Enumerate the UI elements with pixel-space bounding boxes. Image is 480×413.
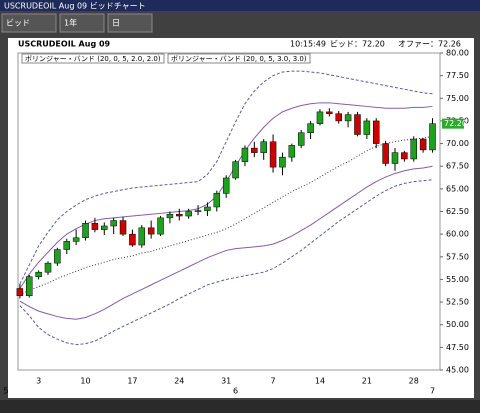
band-line bbox=[19, 70, 433, 285]
y-tick-label: 52.50 bbox=[446, 298, 469, 307]
candle-body bbox=[166, 213, 174, 219]
button[interactable] bbox=[107, 13, 153, 33]
candle-body bbox=[363, 120, 371, 135]
legend-label: ボリンジャー・バンド (20, 0, 5, 3.0, 3.0) bbox=[171, 55, 307, 63]
candle-body bbox=[222, 177, 230, 194]
candle-body bbox=[138, 227, 146, 246]
candle-body bbox=[16, 288, 24, 296]
candle-body bbox=[260, 141, 267, 153]
candle-body bbox=[35, 271, 42, 277]
month-label: 7 bbox=[430, 387, 435, 396]
y-tick-label: 55.00 bbox=[446, 275, 469, 284]
legend-label: ボリンジャー・バンド (20, 0, 5, 2.0, 2.0) bbox=[25, 55, 161, 63]
candle-body bbox=[213, 193, 221, 208]
candle-body bbox=[316, 111, 324, 124]
candle-body bbox=[401, 152, 408, 160]
candle-body bbox=[382, 143, 389, 164]
y-tick-label: 60.00 bbox=[446, 230, 469, 239]
x-tick-label: 17 bbox=[127, 377, 137, 386]
legend-box bbox=[167, 53, 311, 64]
x-tick-label: 7 bbox=[271, 377, 276, 386]
button-label[interactable]: 1年 bbox=[64, 18, 77, 28]
candle-body bbox=[372, 120, 380, 144]
x-tick-label: 10 bbox=[80, 377, 90, 386]
symbol: USCRUDEOIL Aug 09 bbox=[18, 40, 111, 49]
candle-body bbox=[326, 111, 333, 114]
candle-body bbox=[194, 210, 202, 212]
x-tick-label: 14 bbox=[315, 377, 325, 386]
y-tick-label: 65.00 bbox=[446, 184, 469, 193]
offer: オファー：72.26 bbox=[398, 40, 461, 49]
candle-body bbox=[72, 237, 80, 242]
candle-body bbox=[241, 147, 249, 162]
candle-body bbox=[232, 161, 239, 179]
last-price-label: 72.20 bbox=[444, 119, 467, 128]
candle-body bbox=[101, 225, 108, 230]
y-tick-label: 67.50 bbox=[446, 162, 469, 171]
y-tick-label: 47.50 bbox=[446, 343, 469, 352]
button-label[interactable]: ビッド bbox=[6, 19, 30, 28]
y-tick-label: 62.50 bbox=[446, 207, 469, 216]
x-tick-label: 28 bbox=[409, 377, 419, 386]
candle-body bbox=[63, 241, 71, 250]
y-tick-label: 45.00 bbox=[446, 366, 469, 375]
candle-body bbox=[288, 145, 296, 158]
candle-body bbox=[279, 156, 286, 168]
bid: ビッド：72.20 bbox=[330, 40, 385, 49]
candle-body bbox=[307, 123, 314, 133]
x-tick-label: 31 bbox=[221, 377, 231, 386]
legend-box bbox=[21, 53, 165, 64]
candle-body bbox=[410, 138, 417, 160]
y-tick-label: 57.50 bbox=[446, 252, 469, 261]
candle-body bbox=[176, 213, 183, 217]
time: 10:15:49 bbox=[290, 40, 326, 49]
candle-body bbox=[157, 217, 164, 235]
candle-body bbox=[82, 223, 89, 239]
y-tick-label: 50.00 bbox=[446, 320, 469, 329]
y-tick-label: 75.00 bbox=[446, 94, 469, 103]
candle-body bbox=[44, 262, 52, 273]
candle-body bbox=[419, 138, 427, 151]
candle-body bbox=[147, 227, 155, 235]
candle-body bbox=[251, 147, 258, 153]
x-tick-label: 3 bbox=[36, 377, 41, 386]
y-tick-label: 77.50 bbox=[446, 71, 469, 80]
candle-body bbox=[344, 114, 352, 122]
candle-body bbox=[119, 220, 127, 235]
title-bar bbox=[0, 0, 480, 11]
chart-panel bbox=[8, 38, 474, 398]
candle-body bbox=[391, 152, 399, 164]
candle-body bbox=[26, 276, 33, 296]
candle-body bbox=[110, 220, 117, 227]
y-tick-label: 80.00 bbox=[446, 49, 469, 58]
last-price-box bbox=[442, 118, 464, 129]
button[interactable] bbox=[1, 13, 57, 33]
y-tick-label: 70.00 bbox=[446, 139, 469, 148]
candle-body bbox=[297, 132, 305, 146]
x-tick-label: 24 bbox=[174, 377, 184, 386]
month-label: 5 bbox=[3, 387, 8, 396]
candle-body bbox=[185, 211, 192, 217]
window-title: USCRUDEOIL Aug 09 ビッドチャート bbox=[4, 2, 146, 11]
month-label: 6 bbox=[233, 387, 238, 396]
candle-body bbox=[91, 223, 99, 230]
button-label[interactable]: 日 bbox=[112, 19, 120, 28]
candle-body bbox=[429, 123, 436, 151]
button[interactable] bbox=[59, 13, 105, 33]
candle-body bbox=[335, 113, 342, 122]
candle-body bbox=[129, 233, 136, 246]
candle-body bbox=[269, 141, 277, 168]
band-line bbox=[19, 165, 433, 320]
candle-body bbox=[354, 114, 361, 135]
candle-body bbox=[204, 206, 211, 211]
candle-body bbox=[54, 249, 61, 264]
status-bar bbox=[0, 400, 480, 413]
x-tick-label: 21 bbox=[362, 377, 372, 386]
band-line bbox=[19, 179, 433, 346]
